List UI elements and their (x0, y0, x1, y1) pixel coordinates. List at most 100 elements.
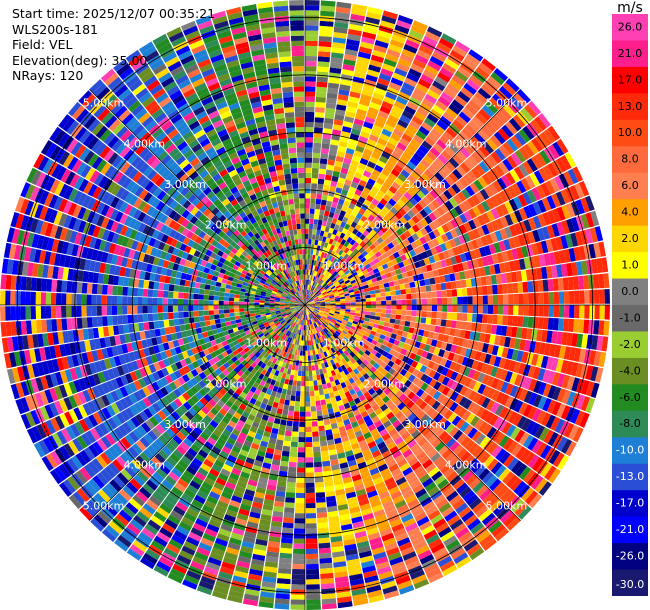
radar-gate (367, 214, 375, 222)
radar-gate (533, 380, 542, 394)
radar-gate (295, 503, 305, 509)
radar-gate (371, 277, 378, 283)
radar-gate (346, 249, 353, 256)
radar-gate (522, 316, 529, 328)
radar-gate (473, 132, 486, 145)
radar-gate (321, 281, 326, 286)
radar-gate (348, 225, 355, 233)
radar-gate (433, 143, 444, 154)
radar-gate (584, 228, 594, 244)
radar-gate (394, 319, 401, 325)
radar-gate (406, 72, 420, 83)
radar-gate (305, 386, 310, 392)
radar-gate (444, 240, 452, 250)
radar-gate (305, 518, 317, 524)
radar-gate (352, 176, 361, 184)
radar-gate (386, 210, 395, 219)
radar-gate (391, 309, 397, 315)
radar-gate (526, 189, 537, 203)
radar-gate (300, 386, 305, 392)
radar-gate (391, 181, 401, 190)
radar-gate (445, 319, 452, 328)
radar-gate (563, 346, 572, 360)
radar-gate (369, 315, 376, 320)
radar-gate (305, 431, 312, 438)
radar-gate (333, 32, 347, 39)
radar-gate (369, 173, 379, 182)
radar-gate (443, 87, 457, 99)
radar-gate (323, 294, 329, 298)
radar-gate (404, 128, 415, 139)
radar-gate (375, 293, 381, 298)
radar-gate (323, 242, 329, 248)
radar-gate (328, 211, 335, 218)
radar-gate (432, 80, 446, 92)
radar-gate (358, 179, 367, 187)
radar-gate (397, 186, 407, 195)
radar-gate (350, 260, 357, 267)
radar-gate (299, 421, 305, 427)
radar-gate (604, 305, 610, 320)
radar-gate (356, 108, 367, 117)
radar-gate (586, 259, 593, 275)
radar-gate (319, 435, 327, 442)
radar-gate (345, 302, 351, 305)
radar-gate (351, 271, 358, 277)
radar-gate (464, 123, 477, 136)
radar-gate (392, 275, 399, 281)
radar-gate (508, 294, 514, 305)
radar-gate (498, 240, 507, 252)
radar-gate (360, 301, 366, 305)
radar-gate (570, 201, 581, 216)
radar-gate (495, 325, 503, 336)
radar-gate (505, 172, 516, 185)
radar-gate (411, 233, 420, 241)
radar-gate (393, 263, 400, 270)
radar-gate (579, 180, 590, 197)
radar-gate (301, 365, 305, 372)
radar-gate (294, 513, 305, 519)
radar-gate (447, 142, 459, 154)
radar-gate (540, 182, 551, 197)
radar-gate (456, 288, 463, 297)
radar-gate (479, 188, 490, 200)
radar-gate (325, 307, 331, 309)
radar-gate (327, 87, 339, 94)
radar-gate (556, 331, 563, 345)
radar-gate (305, 208, 310, 214)
radar-gate (516, 350, 524, 362)
radar-gate (322, 460, 331, 467)
radar-gate (345, 43, 359, 52)
radar-gate (411, 299, 417, 305)
radar-gate (314, 289, 319, 294)
radar-gate (437, 252, 445, 261)
radar-gate (333, 281, 339, 286)
radar-gate (343, 277, 349, 282)
radar-gate (329, 295, 335, 299)
radar-gate (320, 302, 326, 305)
radar-gate (308, 239, 312, 245)
radar-gate (448, 157, 460, 169)
radar-gate (541, 226, 551, 240)
radar-gate (306, 264, 310, 270)
radar-gate (344, 311, 351, 315)
radar-gate (422, 35, 438, 47)
radar-gate (329, 311, 335, 315)
radar-gate (442, 111, 455, 123)
radar-gate (441, 290, 448, 298)
radar-gate (278, 429, 286, 436)
radar-gate (361, 222, 369, 230)
radar-gate (558, 345, 567, 359)
radar-gate (433, 254, 441, 262)
radar-gate (401, 48, 416, 59)
radar-gate (522, 281, 529, 293)
radar-gate (372, 124, 383, 133)
radar-gate (426, 113, 439, 124)
radar-gate (521, 327, 528, 340)
radar-gate (400, 315, 407, 321)
radar-gate (578, 348, 587, 363)
radar-gate (319, 15, 335, 22)
radar-gate (318, 46, 331, 53)
radar-gate (355, 212, 363, 220)
radar-gate (533, 305, 539, 317)
